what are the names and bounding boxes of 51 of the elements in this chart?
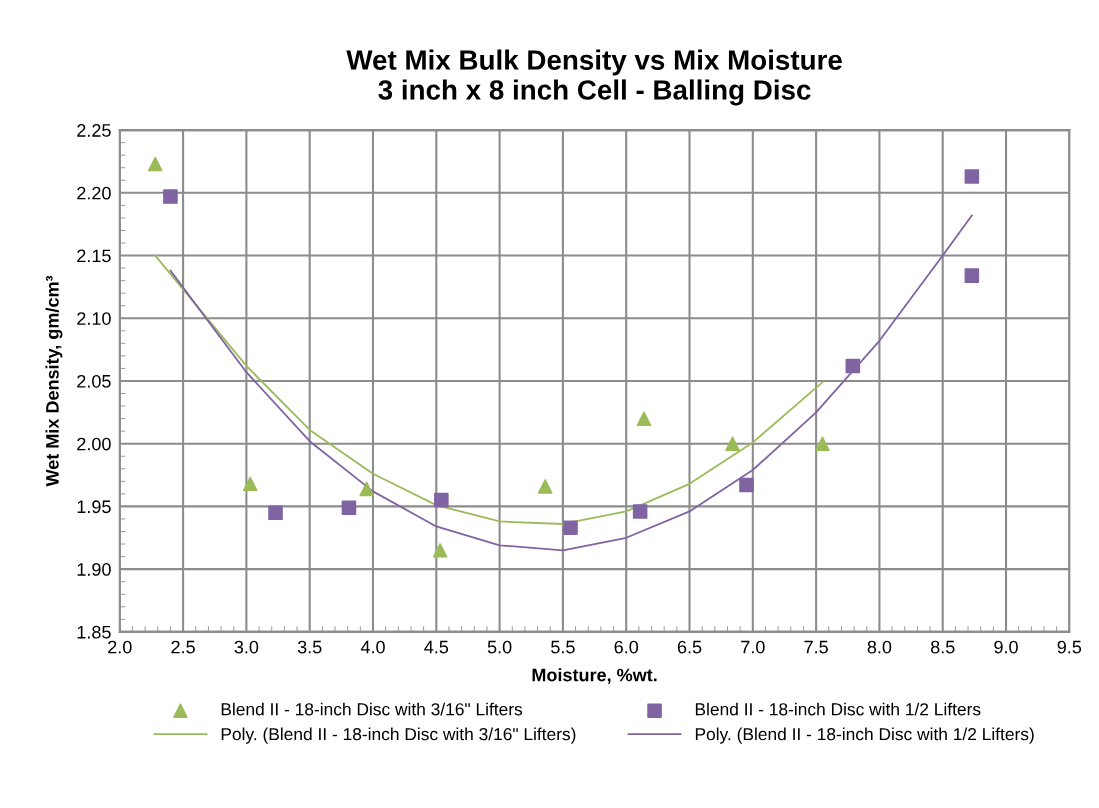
y-tick-label: 2.25 [77, 124, 111, 137]
y-tick-label: 1.85 [77, 625, 111, 639]
x-tick-label: 9.0 [994, 640, 1018, 654]
point [359, 481, 374, 497]
x-tick-label: 7.5 [804, 640, 828, 654]
point [163, 189, 178, 204]
x-tick-label: 6.0 [614, 640, 639, 654]
legend-label: Poly. (Blend II - 18-inch Disc with 3/16" Lifters) [221, 727, 576, 744]
point [537, 479, 553, 494]
point [725, 436, 740, 451]
y-tick-label: 1.90 [77, 563, 111, 576]
x-tick-label: 3.0 [234, 640, 259, 654]
point [341, 500, 357, 515]
x-tick-label: 7.0 [741, 640, 765, 654]
x-tick-label: 2.0 [108, 640, 132, 654]
point [632, 504, 648, 519]
point [563, 520, 578, 536]
point [845, 358, 861, 374]
point [432, 543, 448, 558]
y-tick-label: 2.00 [77, 437, 111, 451]
x-tick-label: 8.5 [930, 640, 955, 654]
x-tick-label: 4.0 [360, 640, 385, 654]
x-tick-label: 5.0 [487, 640, 512, 654]
point [964, 169, 980, 184]
x-tick-label: 3.5 [297, 640, 322, 654]
x-tick-label: 5.5 [551, 640, 575, 654]
point [815, 436, 830, 451]
legend-label: Blend II - 18-inch Disc with 1/2 Lifters [695, 702, 981, 716]
point [636, 411, 652, 426]
point [268, 505, 283, 520]
point [434, 492, 449, 508]
legend-label: Poly. (Blend II - 18-inch Disc with 1/2 Lifters) [695, 727, 1034, 744]
y-tick-label: 2.15 [77, 249, 111, 263]
line-series [169, 214, 973, 552]
x-tick-label: 6.5 [677, 640, 702, 654]
point [147, 156, 163, 172]
point [964, 268, 980, 283]
point [242, 476, 258, 492]
x-tick-label: 4.5 [424, 640, 449, 654]
chart-title: Wet Mix Bulk Density vs Mix Moisture 3 inch x 8 inch Cell - Balling Disc [346, 49, 842, 106]
x-tick-label: 9.5 [1057, 640, 1082, 654]
y-axis-title: Wet Mix Density, gm/cm³ [45, 275, 63, 487]
y-tick-label: 2.20 [77, 186, 111, 200]
y-tick-label: 2.10 [77, 312, 111, 325]
x-tick-label: 2.5 [171, 640, 195, 654]
y-tick-label: 2.05 [77, 374, 111, 388]
x-axis-title: Moisture, %wt. [532, 668, 657, 685]
y-tick-label: 1.95 [77, 500, 111, 514]
point [739, 477, 754, 493]
x-tick-label: 8.0 [867, 640, 892, 654]
legend-label: Blend II - 18-inch Disc with 3/16" Lifters [221, 702, 523, 716]
